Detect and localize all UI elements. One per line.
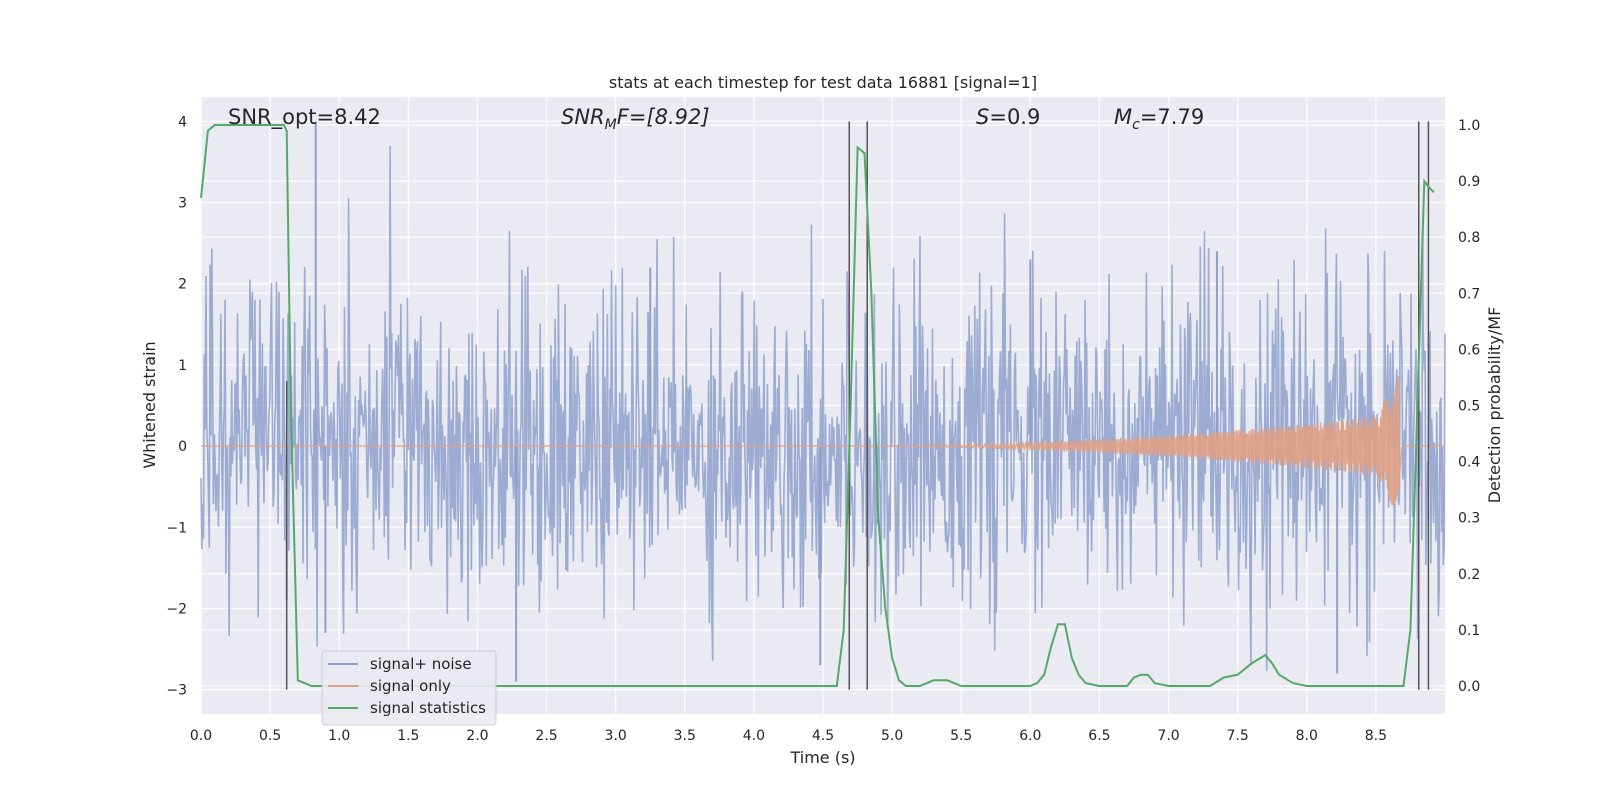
x-tick-label-4: 2.0 <box>466 728 488 744</box>
legend-label-stats: signal statistics <box>370 699 486 717</box>
legend-box <box>321 650 497 726</box>
y-tick-label-0: −3 <box>166 683 187 699</box>
y-axis-title: Whitened strain <box>140 341 159 468</box>
y-tick-label-2: −1 <box>166 520 187 536</box>
annotation-snr-mf: SNRMF=[8.92] <box>561 105 710 133</box>
legend: signal+ noise signal only signal statist… <box>321 650 497 726</box>
x-tick-label-7: 3.5 <box>674 728 696 744</box>
annotation-snr-opt: SNR_opt=8.42 <box>228 105 381 130</box>
x-tick-label-15: 7.5 <box>1227 728 1249 744</box>
y2-tick-label-4: 0.4 <box>1458 455 1480 471</box>
x-tick-label-10: 5.0 <box>881 728 903 744</box>
chart-title: stats at each timestep for test data 168… <box>609 73 1037 92</box>
x-tick-label-3: 1.5 <box>397 728 419 744</box>
x-tick-label-9: 4.5 <box>812 728 834 744</box>
x-tick-label-14: 7.0 <box>1157 728 1179 744</box>
series-signal-only <box>201 375 1445 506</box>
y-tick-label-4: 1 <box>178 358 187 374</box>
y-tick-label-1: −2 <box>166 601 187 617</box>
y2-tick-label-2: 0.2 <box>1458 567 1480 583</box>
y-axis-ticks: −3 −2 −1 0 1 2 3 4 <box>166 114 187 698</box>
annotation-mc: Mc=7.79 <box>1114 105 1204 133</box>
x-tick-label-8: 4.0 <box>743 728 765 744</box>
x-tick-label-17: 8.5 <box>1365 728 1387 744</box>
annotation-s: S=0.9 <box>976 105 1040 129</box>
y2-tick-label-0: 0.0 <box>1458 679 1480 695</box>
y2-axis-ticks: 0.0 0.1 0.2 0.3 0.4 0.5 0.6 0.7 0.8 0.9 1.0 <box>1458 118 1480 695</box>
y-tick-label-6: 3 <box>178 196 187 212</box>
x-tick-label-6: 3.0 <box>605 728 627 744</box>
y-tick-label-3: 0 <box>178 439 187 455</box>
y2-tick-label-10: 1.0 <box>1458 118 1480 134</box>
y-tick-label-5: 2 <box>178 277 187 293</box>
x-tick-label-2: 1.0 <box>328 728 350 744</box>
x-tick-label-5: 2.5 <box>535 728 557 744</box>
signal-trace <box>201 375 1445 506</box>
x-tick-label-12: 6.0 <box>1019 728 1041 744</box>
y2-tick-label-6: 0.6 <box>1458 342 1480 358</box>
x-axis-title: Time (s) <box>789 748 855 767</box>
x-axis-ticks: 0.0 0.5 1.0 1.5 2.0 2.5 3.0 3.5 4.0 4.5 5.0 5.5 6.0 6… <box>190 728 1387 744</box>
y2-tick-label-7: 0.7 <box>1458 286 1480 302</box>
y2-axis-title: Detection probability/MF <box>1485 307 1504 504</box>
legend-label-noise: signal+ noise <box>370 655 472 673</box>
y2-tick-label-8: 0.8 <box>1458 230 1480 246</box>
y2-tick-label-3: 0.3 <box>1458 511 1480 527</box>
y2-tick-label-5: 0.5 <box>1458 399 1480 415</box>
y-tick-label-7: 4 <box>178 114 187 130</box>
legend-label-signal: signal only <box>370 677 451 695</box>
x-tick-label-16: 8.0 <box>1296 728 1318 744</box>
y2-tick-label-1: 0.1 <box>1458 623 1480 639</box>
x-tick-label-13: 6.5 <box>1088 728 1110 744</box>
y2-tick-label-9: 0.9 <box>1458 174 1480 190</box>
x-tick-label-11: 5.5 <box>950 728 972 744</box>
x-tick-label-1: 0.5 <box>259 728 281 744</box>
x-tick-label-0: 0.0 <box>190 728 212 744</box>
